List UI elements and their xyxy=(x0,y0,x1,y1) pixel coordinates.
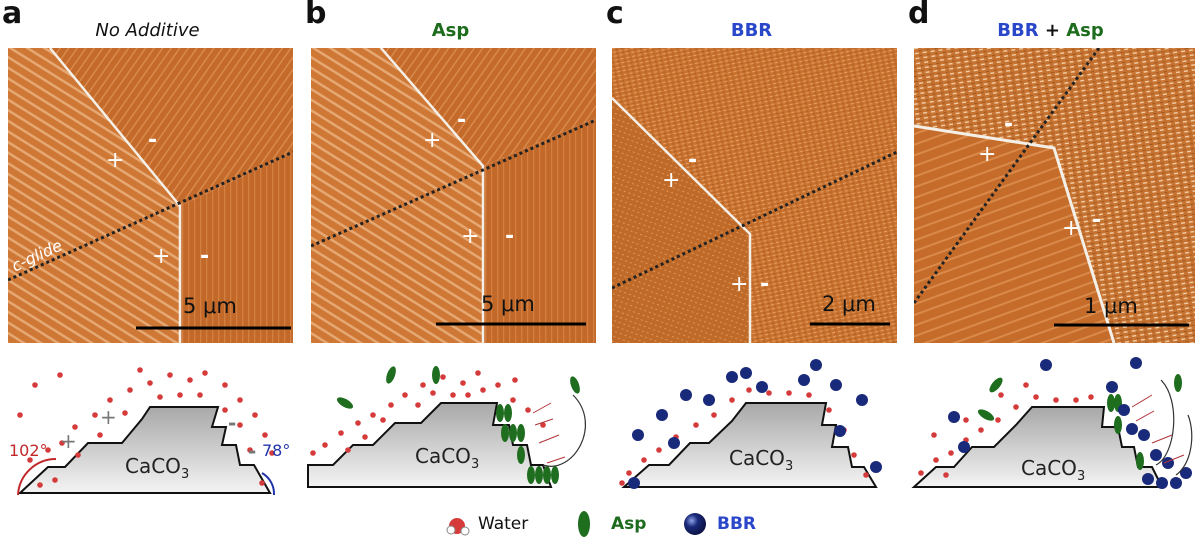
minus-sign: - xyxy=(248,439,257,463)
plus-sign: + xyxy=(60,429,77,453)
panel-letter: c xyxy=(606,0,624,31)
afm-image: 5 μm c-glide + - + - xyxy=(8,48,293,343)
minus-sign: - xyxy=(228,411,237,435)
legend-bbr-label: BBR xyxy=(717,514,757,534)
plus-sign: + xyxy=(1062,216,1081,241)
scale-bar-label: 1 μm xyxy=(1084,294,1138,318)
scheme-b: CaCO3 xyxy=(303,355,598,505)
plus-sign: + xyxy=(662,168,681,193)
panel-letter: b xyxy=(305,0,327,31)
asp-icon xyxy=(578,511,590,537)
minus-sign: - xyxy=(200,244,210,269)
panel-title: Asp xyxy=(431,20,470,41)
plus-sign: + xyxy=(152,244,171,269)
substrate-label: CaCO3 xyxy=(415,444,479,472)
minus-sign: - xyxy=(1092,208,1102,233)
minus-sign: - xyxy=(688,148,698,173)
panel-d: d BBR + Asp 1 μm + - xyxy=(906,0,1195,345)
acute-angle-label: 78° xyxy=(262,441,291,460)
substrate-label: CaCO3 xyxy=(729,446,793,474)
minus-sign: - xyxy=(760,272,770,297)
legend-water-label: Water xyxy=(478,514,529,534)
substrate-label: CaCO3 xyxy=(1021,456,1085,484)
legend-asp-label: Asp xyxy=(611,514,647,534)
scheme-d: CaCO3 xyxy=(906,355,1195,505)
afm-image: 5 μm + - + - xyxy=(311,48,596,343)
minus-sign: - xyxy=(505,224,515,249)
scale-bar-label: 5 μm xyxy=(481,292,535,316)
plus-sign: + xyxy=(423,128,442,153)
panel-title: BBR xyxy=(730,20,773,41)
plus-sign: + xyxy=(100,405,117,429)
panel-letter: a xyxy=(2,0,23,31)
panel-title: BBR + Asp xyxy=(906,20,1195,41)
plus-sign: + xyxy=(730,272,749,297)
minus-sign: - xyxy=(457,108,467,133)
panel-b: b Asp 5 μm + - + - xyxy=(303,0,598,345)
title-asp: Asp xyxy=(1066,20,1104,41)
minus-sign: - xyxy=(1004,112,1014,137)
scale-bar-label: 5 μm xyxy=(183,294,237,318)
minus-sign: - xyxy=(148,128,158,153)
water-icon xyxy=(446,518,470,536)
afm-image: 2 μm + - + - xyxy=(612,48,897,343)
legend: Water Asp BBR xyxy=(0,508,1195,539)
title-plus: + xyxy=(1038,20,1067,41)
scheme-c: CaCO3 xyxy=(604,355,899,505)
panel-a: a No Additive xyxy=(0,0,295,345)
obtuse-angle-label: 102° xyxy=(9,441,48,460)
panel-letter: d xyxy=(908,0,930,31)
scheme-a: CaCO3 102° 78° + + - - xyxy=(0,355,295,505)
scale-bar-label: 2 μm xyxy=(822,292,876,316)
title-bbr: BBR xyxy=(997,20,1039,41)
panel-c: c BBR 2 μm + - + - xyxy=(604,0,899,345)
plus-sign: + xyxy=(978,142,997,167)
substrate-label: CaCO3 xyxy=(125,454,189,482)
bbr-icon xyxy=(684,513,706,535)
plus-sign: + xyxy=(461,224,480,249)
plus-sign: + xyxy=(106,148,125,173)
afm-image: 1 μm + - + - xyxy=(914,48,1195,343)
panel-title: No Additive xyxy=(95,20,200,41)
